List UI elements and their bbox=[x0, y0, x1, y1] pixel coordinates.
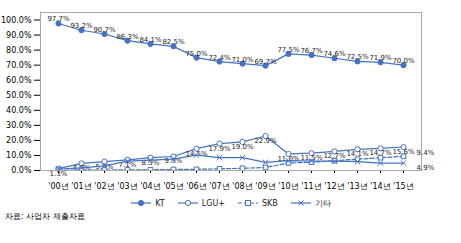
svg-text:90.7%: 90.7% bbox=[93, 26, 116, 34]
svg-text:90.0%: 90.0% bbox=[6, 31, 32, 40]
svg-text:'08년: '08년 bbox=[232, 182, 252, 191]
svg-text:19.0%: 19.0% bbox=[231, 143, 254, 151]
svg-text:76.7%: 76.7% bbox=[300, 47, 323, 55]
svg-text:'06년: '06년 bbox=[186, 182, 206, 191]
svg-text:8.5%: 8.5% bbox=[141, 158, 160, 167]
svg-text:9.4%: 9.4% bbox=[417, 149, 435, 157]
svg-text:0.0%: 0.0% bbox=[11, 166, 32, 175]
svg-text:86.3%: 86.3% bbox=[116, 33, 139, 41]
svg-text:93.2%: 93.2% bbox=[70, 22, 93, 30]
html-text:기타: 기타 bbox=[314, 198, 331, 208]
svg-text:40.0%: 40.0% bbox=[6, 106, 32, 115]
svg-text:9.3%: 9.3% bbox=[165, 157, 183, 165]
html-text:KT: KT bbox=[155, 198, 165, 208]
svg-text:'00년: '00년 bbox=[48, 182, 68, 191]
html-text:SKB: SKB bbox=[262, 198, 278, 208]
svg-text:14.5%: 14.5% bbox=[185, 149, 208, 158]
svg-text:60.0%: 60.0% bbox=[6, 76, 32, 85]
svg-text:'07년: '07년 bbox=[209, 182, 229, 191]
svg-text:'05년: '05년 bbox=[163, 182, 183, 191]
html-text:11.0% 11.5%12.7%14.1% 14.7%15.: 11.0% 11.5%12.7%14.1% 14.7%15.6% bbox=[277, 148, 415, 163]
svg-text:4.7%: 4.7% bbox=[72, 164, 91, 173]
svg-text:75.0%: 75.0% bbox=[185, 50, 208, 58]
svg-text:'03년: '03년 bbox=[117, 182, 137, 191]
html-text:자료: 사업자 제출자료: 자료: 사업자 제출자료 bbox=[5, 212, 85, 221]
svg-text:'10년: '10년 bbox=[278, 182, 298, 191]
svg-text:'15년: '15년 bbox=[393, 182, 413, 191]
svg-text:4.9%: 4.9% bbox=[417, 164, 435, 172]
svg-text:'09년: '09년 bbox=[255, 182, 275, 191]
svg-text:74.6%: 74.6% bbox=[323, 50, 346, 58]
svg-text:'12년: '12년 bbox=[324, 182, 344, 191]
svg-text:77.5%: 77.5% bbox=[277, 46, 300, 54]
svg-text:30.0%: 30.0% bbox=[6, 121, 32, 130]
svg-text:71.0%: 71.0% bbox=[231, 56, 254, 64]
svg-text:71.9%: 71.9% bbox=[369, 54, 392, 62]
svg-text:50.0%: 50.0% bbox=[6, 91, 32, 100]
svg-text:72.5%: 72.5% bbox=[346, 53, 369, 61]
svg-text:1.3%: 1.3% bbox=[50, 170, 68, 178]
svg-text:'02년: '02년 bbox=[94, 182, 114, 191]
svg-text:'01년: '01년 bbox=[71, 182, 91, 191]
svg-text:'11년: '11년 bbox=[301, 182, 321, 191]
svg-text:97.7%: 97.7% bbox=[47, 15, 70, 23]
svg-text:80.0%: 80.0% bbox=[6, 46, 32, 55]
svg-text:7.1%: 7.1% bbox=[118, 160, 137, 169]
svg-text:20.0%: 20.0% bbox=[6, 136, 32, 145]
svg-text:70.0%: 70.0% bbox=[392, 57, 415, 65]
svg-text:'04년: '04년 bbox=[140, 182, 160, 191]
svg-text:'13년: '13년 bbox=[347, 182, 367, 191]
svg-text:17.9%: 17.9% bbox=[208, 145, 231, 153]
svg-text:69.7%: 69.7% bbox=[254, 58, 277, 66]
svg-text:82.5%: 82.5% bbox=[162, 38, 185, 46]
svg-text:84.1%: 84.1% bbox=[139, 36, 162, 44]
svg-text:5.9%: 5.9% bbox=[95, 162, 114, 171]
html-text:LGU+: LGU+ bbox=[201, 198, 225, 208]
svg-text:72.4%: 72.4% bbox=[208, 54, 231, 62]
svg-text:100.0%: 100.0% bbox=[1, 16, 32, 25]
svg-text:22.9%: 22.9% bbox=[254, 137, 277, 145]
svg-text:'14년: '14년 bbox=[370, 182, 390, 191]
svg-text:70.0%: 70.0% bbox=[6, 61, 32, 70]
svg-text:10.0%: 10.0% bbox=[6, 151, 32, 160]
